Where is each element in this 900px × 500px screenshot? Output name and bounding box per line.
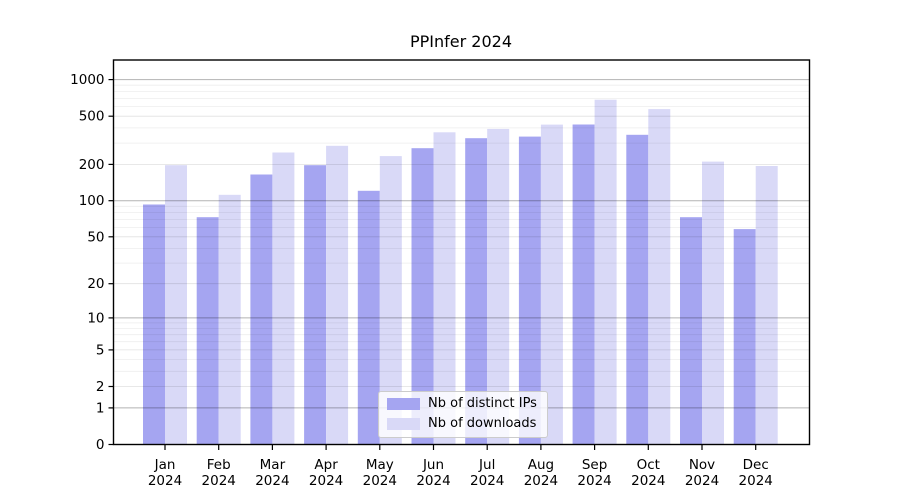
bar-may-distinct-ips	[357, 190, 380, 445]
y-tick-label: 0	[96, 437, 105, 453]
bar-jul-downloads	[487, 128, 510, 445]
x-tick-label-year: 2024	[363, 473, 397, 489]
bar-jun-downloads	[433, 132, 456, 445]
bar-jan-distinct-ips	[143, 204, 165, 445]
x-tick-label-year: 2024	[524, 473, 558, 489]
bar-dec-downloads	[755, 166, 778, 445]
x-tick-label-year: 2024	[470, 473, 504, 489]
bar-jun-distinct-ips	[411, 148, 434, 445]
grid-layer	[113, 79, 810, 409]
legend: Nb of distinct IPs Nb of downloads	[378, 391, 548, 438]
bar-mar-downloads	[272, 152, 295, 445]
x-tick-label-month: Mar	[260, 457, 286, 473]
bar-mar-distinct-ips	[250, 174, 273, 445]
bar-nov-downloads	[702, 161, 724, 445]
x-tick-label-month: May	[366, 457, 394, 473]
bars-layer	[143, 99, 778, 445]
bar-aug-downloads	[540, 124, 563, 445]
x-tick-label-month: Jun	[422, 457, 444, 473]
y-tick-label: 2	[96, 379, 105, 395]
x-tick-label-month: Jul	[478, 457, 495, 473]
legend-swatch-distinct-ips	[387, 398, 420, 411]
bar-aug-distinct-ips	[518, 136, 541, 445]
bar-oct-distinct-ips	[626, 134, 649, 445]
x-tick-label-month: Jan	[154, 457, 176, 473]
axes-frame	[112, 59, 811, 446]
x-tick-label-year: 2024	[255, 473, 289, 489]
bar-sep-downloads	[594, 99, 617, 445]
x-tick-label-year: 2024	[309, 473, 343, 489]
bar-jul-distinct-ips	[465, 138, 488, 445]
x-tick-label-month: Sep	[582, 457, 607, 473]
y-tick-label: 100	[79, 193, 105, 209]
legend-item-downloads: Nb of downloads	[387, 416, 537, 432]
bar-apr-downloads	[326, 145, 349, 445]
x-tick-label-year: 2024	[685, 473, 719, 489]
bar-apr-distinct-ips	[304, 165, 327, 445]
x-tick-label-month: Apr	[314, 457, 338, 473]
bar-sep-distinct-ips	[572, 124, 595, 445]
x-tick-label-year: 2024	[416, 473, 450, 489]
bar-jan-downloads	[165, 165, 187, 445]
x-tick-label-year: 2024	[577, 473, 611, 489]
y-tick-label: 1	[96, 400, 105, 416]
y-tick-label: 10	[87, 310, 104, 326]
y-tick-label: 5	[96, 342, 105, 358]
x-tick-label-year: 2024	[631, 473, 665, 489]
bar-may-downloads	[379, 156, 402, 445]
plot-border	[112, 59, 811, 446]
ticks-layer: 01251020501002005001000Jan2024Feb2024Mar…	[70, 72, 773, 489]
y-tick-label: 500	[79, 109, 105, 125]
legend-label-distinct-ips: Nb of distinct IPs	[428, 396, 537, 411]
legend-label-downloads: Nb of downloads	[428, 416, 537, 432]
bar-dec-distinct-ips	[733, 229, 756, 445]
bar-oct-downloads	[648, 109, 671, 445]
x-tick-label-month: Dec	[743, 457, 769, 473]
x-tick-label-year: 2024	[202, 473, 236, 489]
bar-feb-distinct-ips	[196, 217, 219, 445]
legend-swatch-downloads	[387, 418, 420, 431]
bar-nov-distinct-ips	[680, 217, 702, 445]
chart-title: PPInfer 2024	[410, 32, 512, 51]
y-tick-label: 200	[79, 157, 105, 173]
x-tick-label-year: 2024	[148, 473, 182, 489]
x-tick-label-month: Nov	[689, 457, 715, 473]
y-tick-label: 20	[87, 276, 104, 292]
y-tick-label: 1000	[70, 72, 104, 88]
legend-item-distinct-ips: Nb of distinct IPs	[387, 396, 537, 411]
x-tick-label-year: 2024	[739, 473, 773, 489]
bar-feb-downloads	[218, 194, 241, 445]
x-tick-label-month: Aug	[528, 457, 554, 473]
x-tick-label-month: Oct	[637, 457, 660, 473]
y-tick-label: 50	[87, 229, 104, 245]
x-tick-label-month: Feb	[207, 457, 231, 473]
